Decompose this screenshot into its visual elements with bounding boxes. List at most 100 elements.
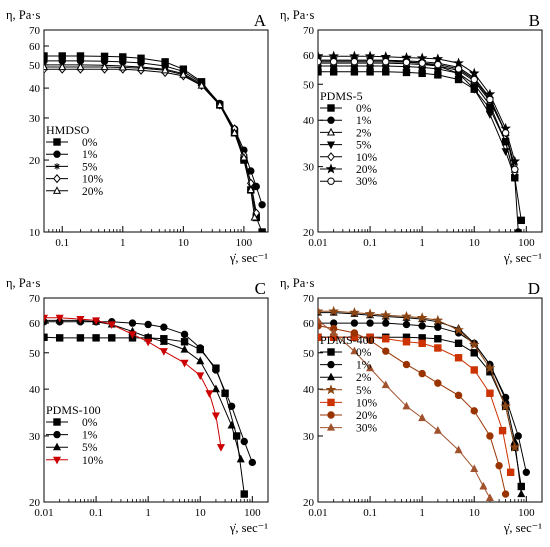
series-30pct-point [479, 481, 488, 490]
legend-label: 20% [82, 186, 104, 198]
legend-marker [53, 163, 61, 170]
series-1pct-point [196, 344, 204, 352]
series-5pct-point [196, 356, 205, 365]
series-10pct-point [216, 444, 225, 452]
y-tick-label: 20 [29, 155, 41, 167]
series-10pct-point [44, 314, 49, 323]
series-20pct-point [44, 62, 49, 71]
series-5pct-point [180, 344, 189, 353]
legend-marker [327, 411, 335, 419]
series-5pct-point [484, 362, 496, 373]
y-tick-label: 60 [29, 41, 41, 53]
y-tick-label: 60 [29, 318, 41, 330]
legend-label: 1% [82, 430, 98, 442]
y-tick-label: 60 [303, 318, 315, 330]
y-axis-label: η, Pa·s [6, 276, 40, 290]
x-tick-label: 10 [178, 237, 190, 249]
legend-marker [326, 141, 336, 150]
series-10pct-point [144, 338, 153, 347]
series-1pct-point [514, 228, 522, 232]
series-20pct-point [197, 80, 206, 89]
series-30pct-point [486, 95, 494, 104]
legend-marker [52, 442, 62, 451]
y-tick-label: 30 [303, 162, 315, 174]
legend-marker [53, 418, 61, 426]
legend-label: 5% [82, 442, 98, 454]
series-0pct-point [434, 71, 442, 79]
legend-marker [53, 173, 61, 184]
series-5pct-point [432, 314, 444, 325]
x-tick-label: 0.1 [363, 507, 377, 519]
legend-marker [327, 360, 335, 369]
legend-label: 2% [356, 372, 372, 384]
series-5pct-point [211, 384, 220, 393]
series-1pct-point [402, 320, 411, 329]
x-tick-label: 100 [518, 237, 535, 249]
series-30pct-point [350, 58, 359, 66]
series-10pct-point [318, 333, 322, 341]
legend-label: 2% [356, 127, 372, 139]
series-10pct-point [55, 314, 64, 323]
series-20pct-point [364, 50, 376, 61]
legend-marker [326, 423, 336, 431]
series-20pct-point [179, 70, 188, 78]
series-5pct-point [328, 305, 339, 316]
y-tick-label: 50 [29, 60, 41, 72]
x-axis-label: γ̇, sec⁻¹ [503, 521, 542, 535]
series-5pct-point [380, 309, 392, 320]
series-10pct-point [128, 331, 137, 339]
x-tick-label: 1 [145, 507, 151, 519]
series-20pct-point [161, 65, 170, 74]
legend-label: 20% [356, 164, 378, 176]
legend-label: 0% [82, 417, 98, 429]
series-10pct-point [454, 354, 463, 362]
legend-title: HMDSO [46, 123, 90, 137]
series-0pct-point [92, 334, 100, 342]
legend-label: 10% [356, 397, 378, 409]
y-tick-label: 60 [303, 50, 315, 62]
series-30pct-point [433, 426, 442, 434]
x-tick-label: 1 [419, 507, 425, 519]
legend-marker [325, 384, 337, 395]
y-tick-label: 30 [303, 431, 315, 443]
series-10pct-point [76, 316, 85, 324]
series-20pct-point [318, 50, 324, 61]
series-30pct-point [470, 75, 478, 84]
series-30pct-point [329, 58, 338, 66]
series-20pct-point [76, 62, 85, 71]
series-group [318, 305, 531, 502]
series-1pct-point [434, 323, 442, 331]
series-0pct-point [240, 490, 248, 498]
legend-title: PDMS-5 [320, 89, 363, 103]
legend-label: 1% [356, 115, 372, 127]
series-5pct-point [364, 308, 376, 319]
series-20pct-point [100, 62, 109, 71]
legend-title: PDMS-400 [320, 333, 375, 347]
series-20pct-point [454, 391, 463, 400]
y-tick-label: 30 [29, 113, 41, 125]
series-5pct-point [453, 324, 464, 335]
legend-label: 5% [82, 161, 98, 173]
x-tick-label: 0.1 [55, 237, 69, 249]
legend-label: 5% [356, 140, 372, 152]
series-30pct-point [366, 363, 375, 372]
series-20pct-point [382, 347, 390, 355]
series-20pct-point [349, 50, 360, 61]
legend-label: 0% [356, 103, 372, 115]
series-10pct-point [107, 321, 116, 330]
panel-letter: C [255, 279, 266, 298]
series-10pct-point [402, 338, 411, 346]
y-tick-label: 20 [303, 227, 315, 239]
legend-marker [327, 152, 335, 162]
y-tick-label: 40 [29, 384, 41, 396]
series-5pct-point [509, 441, 521, 452]
panel-c: 0.01 0.1 1 10 100 20 30 40 50 60 70 η, Pa·s γ̇, sec⁻… [6, 276, 269, 535]
y-tick-label: 70 [29, 25, 41, 37]
series-30pct-point [470, 464, 479, 473]
series-10pct-point [486, 389, 494, 397]
series-0pct-point [434, 335, 442, 343]
series-5pct-point [227, 420, 236, 429]
y-tick-label: 20 [303, 497, 315, 509]
series-10pct-line [44, 68, 257, 214]
series-0pct-line [318, 336, 522, 487]
